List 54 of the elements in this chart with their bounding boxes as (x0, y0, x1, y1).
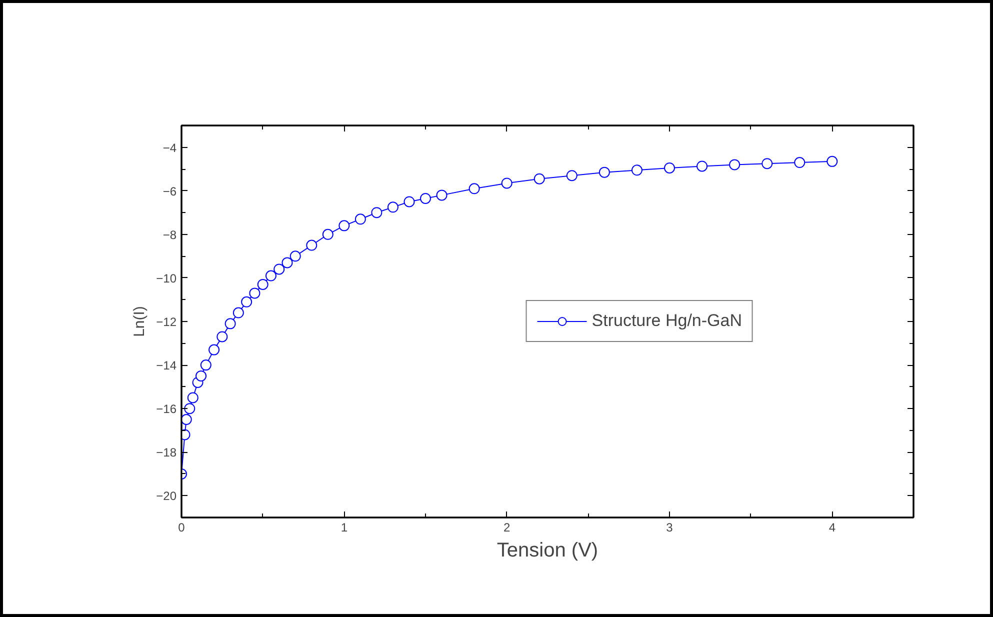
legend-label: Structure Hg/n-GaN (592, 311, 742, 331)
point (420, 192, 431, 204)
y-tick-label: −18 (156, 446, 177, 460)
y-tick-label: −4 (162, 140, 177, 155)
point (200, 360, 212, 371)
x-tick-label: 4 (828, 520, 836, 534)
point (282, 257, 293, 268)
x-tick-label: 1 (340, 520, 348, 534)
point (387, 202, 398, 213)
point (696, 160, 708, 172)
point (762, 158, 773, 170)
point (208, 344, 220, 356)
point (436, 190, 448, 201)
point (729, 159, 740, 170)
point (224, 318, 236, 330)
point (338, 220, 350, 232)
y-tick-label: −16 (156, 402, 177, 416)
point (794, 157, 806, 168)
point (404, 196, 415, 208)
point (468, 183, 480, 194)
point (598, 166, 610, 178)
point (241, 296, 252, 308)
y-tick-label: −12 (156, 315, 177, 329)
point (306, 240, 318, 251)
y-tick-label: −10 (156, 271, 177, 286)
point (187, 392, 198, 404)
point (664, 162, 675, 174)
point (184, 403, 196, 414)
point (249, 288, 260, 299)
y-axis-title: Ln(I) (131, 306, 148, 337)
point (196, 370, 207, 382)
x-tick-label: 2 (503, 520, 510, 534)
x-tick-label: 0 (178, 520, 186, 534)
y-tick-label: −20 (156, 489, 177, 504)
x-axis-title: Tension (V) (496, 540, 598, 562)
y-tick-label: −14 (156, 358, 177, 373)
point (566, 170, 578, 182)
point (322, 228, 334, 240)
y-tick-label: −8 (162, 228, 177, 242)
point (232, 307, 244, 318)
point (826, 156, 838, 167)
point (182, 414, 192, 425)
point (371, 207, 382, 218)
point (290, 250, 301, 262)
point (534, 173, 545, 184)
x-tick-label: 3 (666, 520, 674, 534)
point (257, 278, 268, 290)
point (216, 331, 228, 342)
point (631, 164, 642, 176)
point (265, 270, 276, 282)
point (501, 178, 512, 189)
point (354, 214, 366, 225)
y-tick-label: −6 (162, 184, 177, 198)
point (274, 264, 285, 275)
